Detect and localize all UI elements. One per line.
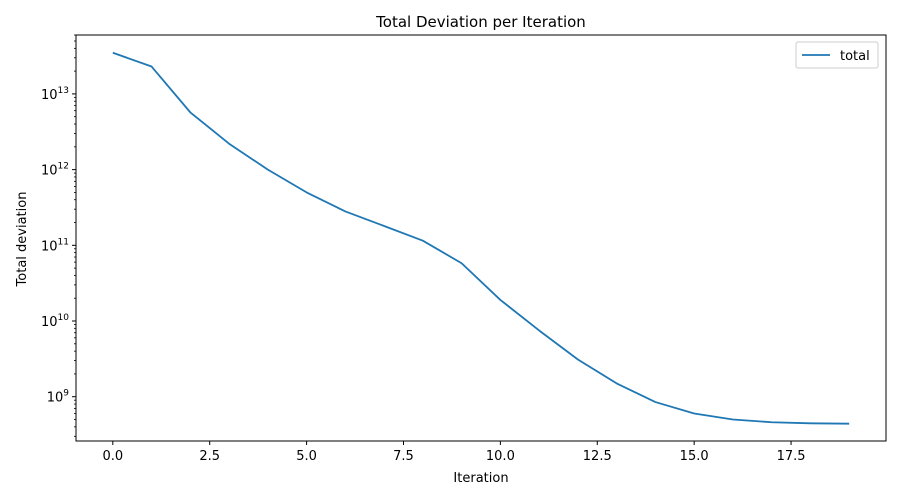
series-line-total (112, 51, 850, 425)
y-axis-label: Total deviation (15, 192, 30, 288)
legend-label-total: total (840, 49, 870, 64)
x-tick-label: 0.0 (102, 449, 123, 464)
plot-area (75, 34, 887, 442)
chart-title: Total Deviation per Iteration (375, 13, 586, 31)
y-tick-label: 1011 (41, 237, 69, 254)
legend-frame (795, 41, 879, 69)
y-axis: 109 1010 1011 1012 1013 (41, 34, 76, 437)
x-tick-label: 7.5 (393, 449, 414, 464)
x-tick-label: 12.5 (583, 449, 612, 464)
x-tick-label: 5.0 (296, 449, 317, 464)
x-tick-label: 10.0 (486, 449, 515, 464)
plot-frame (75, 34, 887, 442)
legend: total (795, 41, 879, 69)
x-tick-label: 15.0 (680, 449, 709, 464)
y-tick-label: 1013 (41, 86, 69, 103)
series-layer (112, 51, 850, 425)
y-tick-label: 1010 (41, 313, 69, 330)
x-tick-label: 17.5 (777, 449, 806, 464)
x-axis-label: Iteration (453, 471, 508, 486)
y-tick-label: 109 (47, 389, 70, 406)
x-axis: 0.0 2.5 5.0 7.5 10.0 12.5 15.0 17.5 (102, 441, 806, 464)
y-tick-label: 1012 (41, 162, 69, 179)
x-tick-label: 2.5 (199, 449, 220, 464)
